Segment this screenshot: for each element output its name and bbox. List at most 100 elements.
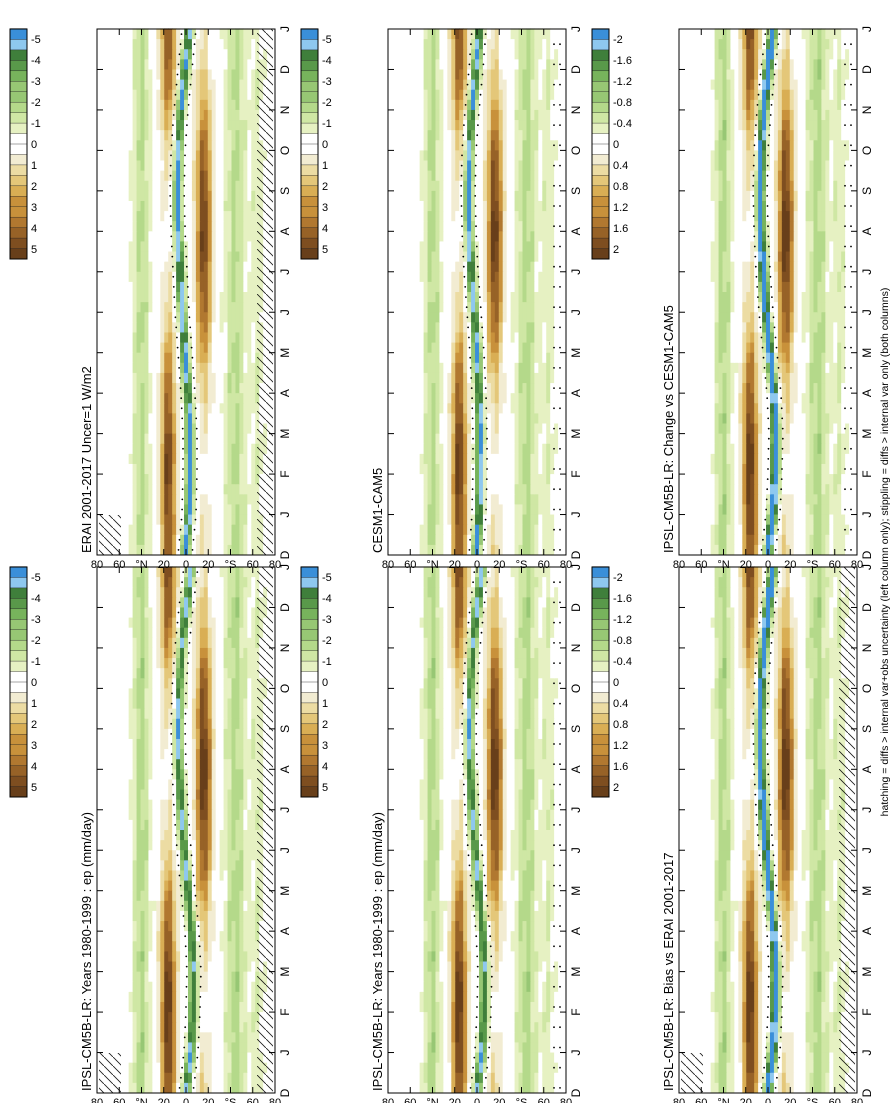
heatmap-cell (388, 616, 393, 628)
heatmap-cell (116, 748, 122, 760)
heatmap-cell (251, 788, 256, 800)
heatmap-cell (132, 879, 138, 891)
heatmap-cell (538, 778, 543, 790)
heatmap-cell (136, 859, 142, 871)
heatmap-cell (140, 799, 146, 810)
heatmap-cell (526, 697, 532, 709)
stipple-dot (489, 1016, 492, 1018)
heatmap-cell (435, 738, 441, 750)
heatmap-cell (554, 768, 559, 780)
heatmap-cell (395, 778, 401, 790)
heatmap-cell (227, 576, 233, 588)
heatmap-cell (427, 738, 433, 750)
heatmap-cell (482, 758, 488, 770)
heatmap-cell (403, 576, 409, 588)
heatmap-cell (411, 627, 417, 638)
heatmap-cell (526, 758, 532, 770)
heatmap-cell (459, 657, 464, 669)
heatmap-cell (100, 1001, 106, 1013)
heatmap-cell (219, 859, 225, 871)
heatmap-cell (120, 657, 126, 669)
heatmap-cell (100, 900, 106, 911)
heatmap-cell (227, 950, 233, 962)
heatmap-cell (431, 1051, 437, 1063)
heatmap-cell (116, 718, 122, 729)
heatmap-cell (243, 768, 248, 780)
heatmap-cell (451, 596, 456, 608)
heatmap-cell (526, 647, 532, 659)
heatmap-cell (463, 1011, 468, 1023)
heatmap-cell (156, 667, 161, 679)
heatmap-cell (128, 991, 134, 1002)
stipple-dot (559, 925, 561, 927)
heatmap-cell (542, 616, 547, 628)
heatmap-cell (172, 971, 177, 982)
heatmap-cell (486, 960, 492, 972)
heatmap-cell (395, 799, 401, 810)
heatmap-cell (227, 657, 233, 669)
heatmap-cell (231, 758, 237, 770)
heatmap-cell (482, 667, 488, 679)
heatmap-cell (144, 819, 150, 830)
heatmap-cell (538, 1001, 543, 1013)
heatmap-cell (116, 738, 122, 750)
heatmap-cell (431, 940, 437, 952)
heatmap-cell (431, 697, 437, 709)
stipple-dot (184, 702, 187, 705)
heatmap-cell (475, 576, 480, 588)
heatmap-cell (124, 667, 130, 679)
heatmap-cell (120, 627, 126, 638)
heatmap-cell (490, 647, 496, 659)
heatmap-cell (203, 1001, 209, 1013)
heatmap-cell (104, 819, 110, 830)
heatmap-cell (148, 910, 153, 922)
heatmap-cell (195, 748, 201, 760)
heatmap-cell (116, 920, 122, 932)
heatmap-cell (399, 647, 405, 659)
heatmap-cell (388, 1051, 393, 1063)
heatmap-cell (459, 1001, 464, 1013)
heatmap-cell (526, 586, 532, 598)
stipple-dot (186, 803, 189, 806)
heatmap-cell (502, 1041, 508, 1053)
heatmap-cell (191, 1051, 197, 1063)
heatmap-cell (435, 637, 441, 648)
heatmap-cell (247, 718, 252, 729)
heatmap-cell (199, 981, 205, 992)
heatmap-cell (243, 697, 248, 709)
heatmap-cell (451, 738, 456, 750)
heatmap-cell (455, 657, 460, 669)
heatmap-cell (391, 809, 397, 820)
heatmap-cell (223, 748, 229, 760)
heatmap-cell (431, 788, 437, 800)
heatmap-cell (168, 677, 173, 689)
heatmap-cell (136, 869, 142, 881)
heatmap-cell (486, 647, 492, 659)
heatmap-cell (176, 596, 181, 608)
heatmap-cell (415, 1041, 421, 1053)
heatmap-cell (546, 687, 551, 699)
heatmap-cell (203, 1021, 209, 1033)
heatmap-cell (136, 809, 142, 820)
significance-overlay (99, 567, 273, 1093)
heatmap-cell (550, 768, 555, 780)
heatmap-cell (104, 1041, 110, 1053)
heatmap-cell (451, 1041, 456, 1053)
heatmap-cell (486, 879, 492, 891)
heatmap-cell (199, 586, 205, 598)
heatmap-cell (395, 718, 401, 729)
heatmap-cell (546, 879, 551, 891)
heatmap-cell (120, 778, 126, 790)
heatmap-cell (97, 819, 102, 830)
heatmap-cell (419, 960, 425, 972)
heatmap-cell (399, 981, 405, 992)
heatmap-cell (140, 971, 146, 982)
heatmap-cell (395, 930, 401, 942)
heatmap-cell (407, 1072, 413, 1083)
heatmap-cell (144, 778, 150, 790)
heatmap-cell (435, 1082, 441, 1093)
heatmap-cell (407, 697, 413, 709)
heatmap-cell (451, 657, 456, 669)
heatmap-cell (431, 869, 437, 881)
stipple-dot (553, 1046, 555, 1049)
